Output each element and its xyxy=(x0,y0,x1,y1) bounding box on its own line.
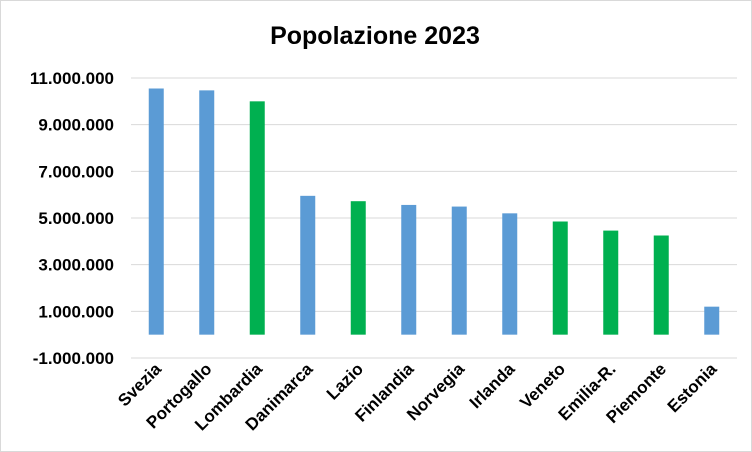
y-tick-label: -1.000.000 xyxy=(33,349,114,368)
bar-lombardia xyxy=(249,101,265,335)
x-tick-label: Estonia xyxy=(664,359,721,416)
bar-veneto xyxy=(552,221,568,335)
bar-lazio xyxy=(350,201,366,335)
bar-svezia xyxy=(148,88,164,335)
bar-piemonte xyxy=(653,235,669,335)
y-tick-label: 3.000.000 xyxy=(38,256,114,275)
y-tick-label: 7.000.000 xyxy=(38,162,114,181)
bar-norvegia xyxy=(451,206,467,335)
y-tick-label: 9.000.000 xyxy=(38,116,114,135)
x-tick-label: Lazio xyxy=(323,359,367,403)
y-axis-ticks: -1.000.000 1.000.000 3.000.000 5.000.000 7.0… xyxy=(30,69,114,368)
bar-irlanda xyxy=(502,213,518,335)
bar-danimarca xyxy=(300,195,316,335)
bar-finlandia xyxy=(401,204,417,335)
y-tick-label: 5.000.000 xyxy=(38,209,114,228)
bar-emilia-r xyxy=(603,230,619,335)
y-tick-label: 1.000.000 xyxy=(38,302,114,321)
bar-estonia xyxy=(704,306,720,335)
gridlines xyxy=(131,77,737,359)
bar-portogallo xyxy=(199,90,215,335)
bars xyxy=(148,88,720,335)
x-tick-label: Irlanda xyxy=(466,359,519,412)
y-tick-label: 11.000.000 xyxy=(30,69,114,88)
chart-title: Popolazione 2023 xyxy=(270,22,480,50)
